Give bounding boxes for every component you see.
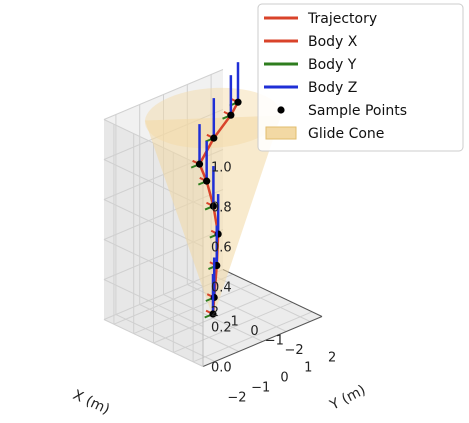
x-tick-label: 1 (231, 315, 239, 330)
z-tick-label: 0.8 (211, 201, 232, 216)
legend-label: Body Z (308, 80, 357, 96)
y-tick-label: −1 (251, 381, 270, 396)
sample-point (209, 310, 217, 318)
grid-line (103, 279, 204, 327)
trajectory-series (190, 62, 242, 319)
x-tick-label: 2 (211, 305, 219, 320)
x-axis-line (222, 269, 323, 317)
legend-swatch (265, 126, 297, 140)
trajectory-line (198, 101, 240, 315)
grid-line (103, 239, 204, 287)
grid-line (103, 319, 204, 367)
legend-swatch (277, 106, 285, 114)
y-tick-label: 2 (328, 351, 336, 366)
grid-line (139, 304, 239, 352)
legend: Trajectory Body X Body Y Body Z Sample Point… (257, 3, 464, 152)
sample-point (209, 202, 217, 210)
y-tick-label: 1 (304, 361, 312, 376)
y-axis-line (202, 316, 323, 367)
y-tick-label: 0 (280, 371, 288, 386)
grid-line (210, 274, 311, 322)
sample-point (195, 160, 204, 168)
legend-label: Body Y (308, 57, 357, 73)
sample-point (234, 98, 242, 106)
x-tick-label: 0 (250, 324, 258, 339)
sample-point (203, 177, 211, 185)
grid-line (187, 284, 287, 332)
legend-label: Body X (308, 34, 358, 50)
z-tick-label: 0.4 (211, 281, 232, 296)
grid-line (103, 69, 224, 120)
x-tick-label: −1 (265, 333, 284, 348)
y-tick-label: −2 (227, 391, 246, 406)
z-tick-label: 0.0 (211, 361, 232, 376)
legend-box (257, 3, 464, 152)
x-axis-label: X (m) (70, 387, 112, 418)
z-tick-label: 0.6 (211, 241, 232, 256)
y-axis-label: Y (m) (327, 382, 369, 414)
z-tick-label: 1.0 (211, 161, 232, 176)
glide-cone-side (144, 115, 282, 318)
grid-line (115, 314, 216, 362)
sample-point (227, 111, 235, 119)
x-tick-label: −2 (285, 343, 304, 358)
legend-label: Trajectory (307, 11, 377, 27)
legend-label: Glide Cone (308, 126, 384, 142)
legend-label: Sample Points (308, 103, 407, 119)
z-tick-label: 0.2 (211, 321, 232, 336)
sample-point (210, 134, 218, 142)
